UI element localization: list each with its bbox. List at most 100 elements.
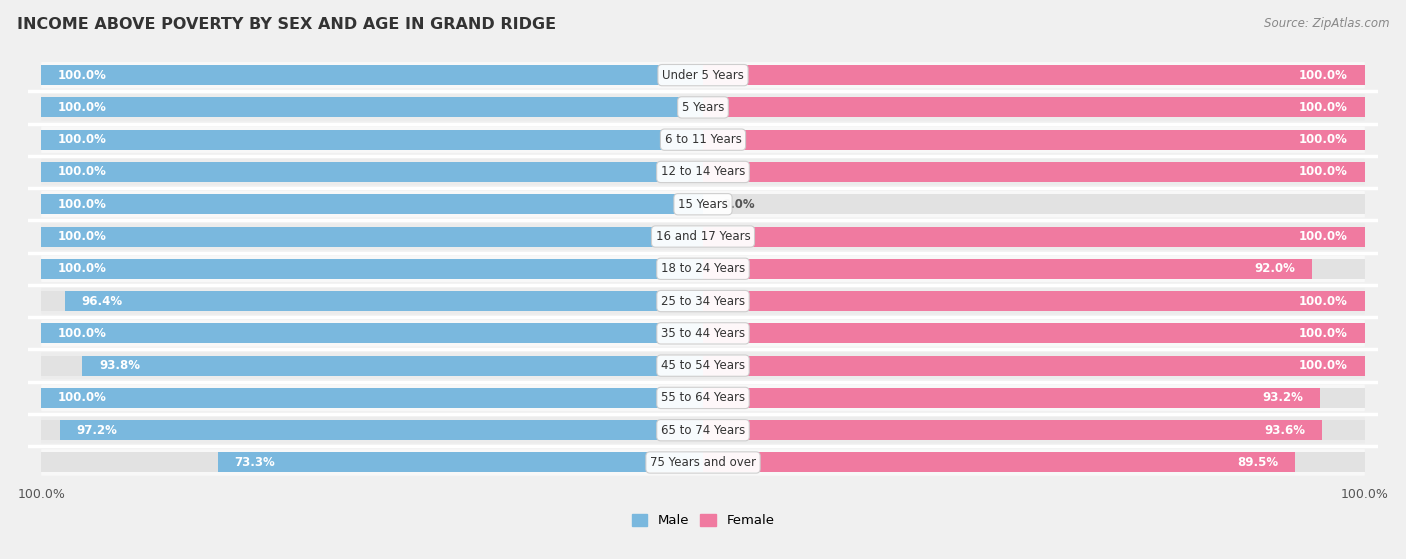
Bar bbox=[42, 388, 703, 408]
Text: 100.0%: 100.0% bbox=[1299, 101, 1348, 114]
Bar bbox=[703, 452, 1364, 472]
Bar bbox=[703, 130, 1364, 150]
Text: 65 to 74 Years: 65 to 74 Years bbox=[661, 424, 745, 437]
FancyBboxPatch shape bbox=[41, 352, 1365, 379]
Text: 6 to 11 Years: 6 to 11 Years bbox=[665, 133, 741, 146]
Bar bbox=[703, 259, 1364, 279]
Bar bbox=[703, 162, 1364, 182]
Text: 35 to 44 Years: 35 to 44 Years bbox=[661, 327, 745, 340]
Bar bbox=[703, 65, 1364, 85]
Text: 100.0%: 100.0% bbox=[58, 69, 107, 82]
Bar bbox=[42, 130, 703, 150]
Bar bbox=[703, 291, 1364, 311]
Bar bbox=[42, 97, 703, 117]
Bar bbox=[703, 226, 1364, 247]
Bar bbox=[703, 356, 1364, 376]
Text: 92.0%: 92.0% bbox=[1254, 262, 1295, 275]
Bar bbox=[42, 97, 703, 117]
Text: 75 Years and over: 75 Years and over bbox=[650, 456, 756, 469]
Bar bbox=[42, 323, 703, 343]
Text: 100.0%: 100.0% bbox=[1299, 133, 1348, 146]
Bar bbox=[42, 356, 703, 376]
Text: 93.6%: 93.6% bbox=[1264, 424, 1306, 437]
Text: 73.3%: 73.3% bbox=[235, 456, 276, 469]
Text: 96.4%: 96.4% bbox=[82, 295, 122, 307]
Text: 93.2%: 93.2% bbox=[1263, 391, 1303, 404]
FancyBboxPatch shape bbox=[41, 320, 1365, 347]
Text: 100.0%: 100.0% bbox=[58, 165, 107, 178]
Bar bbox=[42, 194, 703, 214]
Text: 45 to 54 Years: 45 to 54 Years bbox=[661, 359, 745, 372]
Bar bbox=[42, 420, 703, 440]
Bar bbox=[703, 194, 1364, 214]
Text: 89.5%: 89.5% bbox=[1237, 456, 1278, 469]
Text: 25 to 34 Years: 25 to 34 Years bbox=[661, 295, 745, 307]
Text: 100.0%: 100.0% bbox=[1299, 327, 1348, 340]
Bar bbox=[65, 291, 703, 311]
Bar bbox=[703, 420, 1364, 440]
Text: 5 Years: 5 Years bbox=[682, 101, 724, 114]
Legend: Male, Female: Male, Female bbox=[626, 509, 780, 533]
Bar bbox=[703, 162, 1364, 182]
Text: INCOME ABOVE POVERTY BY SEX AND AGE IN GRAND RIDGE: INCOME ABOVE POVERTY BY SEX AND AGE IN G… bbox=[17, 17, 555, 32]
Bar bbox=[703, 65, 1364, 85]
Text: 18 to 24 Years: 18 to 24 Years bbox=[661, 262, 745, 275]
Bar bbox=[703, 323, 1364, 343]
FancyBboxPatch shape bbox=[41, 223, 1365, 250]
Text: 100.0%: 100.0% bbox=[58, 133, 107, 146]
Bar bbox=[42, 162, 703, 182]
Text: 100.0%: 100.0% bbox=[58, 101, 107, 114]
Text: 55 to 64 Years: 55 to 64 Years bbox=[661, 391, 745, 404]
Text: 100.0%: 100.0% bbox=[58, 327, 107, 340]
FancyBboxPatch shape bbox=[41, 159, 1365, 185]
Bar bbox=[60, 420, 703, 440]
Bar bbox=[703, 356, 1364, 376]
FancyBboxPatch shape bbox=[41, 126, 1365, 153]
Bar bbox=[83, 356, 703, 376]
Bar bbox=[42, 226, 703, 247]
Bar bbox=[703, 452, 1295, 472]
Bar bbox=[42, 130, 703, 150]
FancyBboxPatch shape bbox=[41, 191, 1365, 217]
Text: Source: ZipAtlas.com: Source: ZipAtlas.com bbox=[1264, 17, 1389, 30]
FancyBboxPatch shape bbox=[41, 417, 1365, 443]
Text: 100.0%: 100.0% bbox=[1299, 295, 1348, 307]
Bar bbox=[42, 65, 703, 85]
Text: 100.0%: 100.0% bbox=[1299, 359, 1348, 372]
Bar bbox=[42, 194, 703, 214]
Bar bbox=[703, 291, 1364, 311]
Bar bbox=[703, 323, 1364, 343]
Bar bbox=[218, 452, 703, 472]
Text: 100.0%: 100.0% bbox=[58, 262, 107, 275]
Bar bbox=[703, 420, 1322, 440]
Bar bbox=[42, 259, 703, 279]
Text: 97.2%: 97.2% bbox=[76, 424, 118, 437]
FancyBboxPatch shape bbox=[41, 449, 1365, 476]
Text: 100.0%: 100.0% bbox=[1299, 230, 1348, 243]
Text: 100.0%: 100.0% bbox=[58, 198, 107, 211]
Bar bbox=[42, 259, 703, 279]
Text: 15 Years: 15 Years bbox=[678, 198, 728, 211]
Bar bbox=[703, 388, 1364, 408]
FancyBboxPatch shape bbox=[41, 94, 1365, 121]
FancyBboxPatch shape bbox=[41, 385, 1365, 411]
Text: 100.0%: 100.0% bbox=[1299, 69, 1348, 82]
FancyBboxPatch shape bbox=[41, 288, 1365, 314]
Text: 100.0%: 100.0% bbox=[58, 230, 107, 243]
Text: 93.8%: 93.8% bbox=[98, 359, 141, 372]
Bar bbox=[703, 97, 1364, 117]
Text: 100.0%: 100.0% bbox=[58, 391, 107, 404]
Text: 12 to 14 Years: 12 to 14 Years bbox=[661, 165, 745, 178]
FancyBboxPatch shape bbox=[41, 62, 1365, 88]
Bar bbox=[703, 259, 1312, 279]
Bar bbox=[42, 323, 703, 343]
Bar bbox=[703, 97, 1364, 117]
Text: Under 5 Years: Under 5 Years bbox=[662, 69, 744, 82]
Text: 0.0%: 0.0% bbox=[723, 198, 755, 211]
FancyBboxPatch shape bbox=[41, 255, 1365, 282]
Bar bbox=[42, 452, 703, 472]
Bar bbox=[703, 130, 1364, 150]
Bar bbox=[42, 162, 703, 182]
Bar bbox=[42, 65, 703, 85]
Bar bbox=[703, 388, 1320, 408]
